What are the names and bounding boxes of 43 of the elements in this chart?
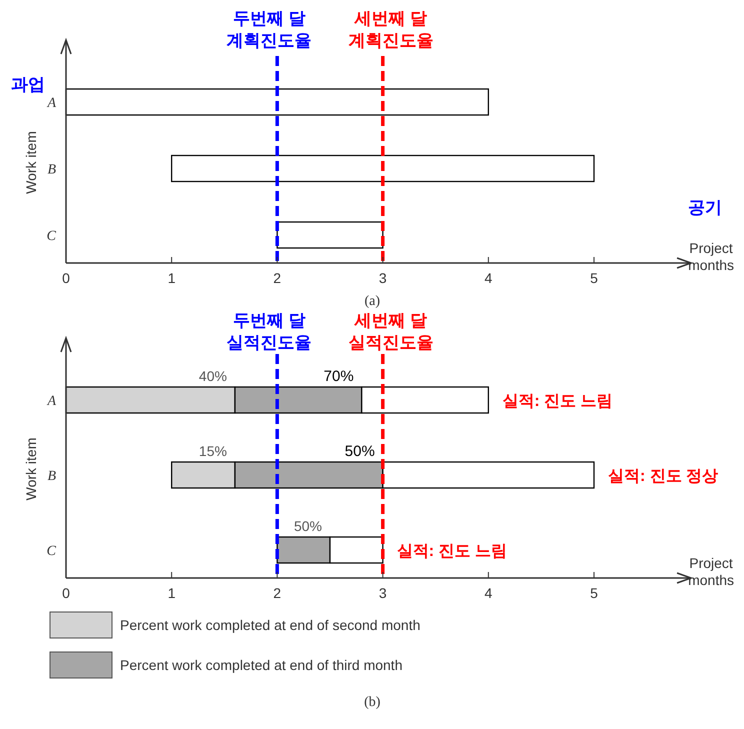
x-tick-label: 4: [484, 270, 492, 286]
x-tick-label: 2: [273, 585, 282, 601]
ref-line-label: 세번째 달 실적진도율: [348, 311, 434, 352]
legend-label: Percent work completed at end of third month: [120, 657, 402, 673]
x-tick-label: 4: [484, 585, 492, 601]
text: 과업: [11, 75, 45, 94]
x-tick-label: 5: [590, 270, 598, 286]
annotation: 15%: [198, 443, 227, 459]
x-axis-title: Project months: [688, 555, 734, 588]
y-axis-title: Work item: [23, 131, 39, 194]
y-tick-label: B: [47, 162, 56, 178]
x-tick-label: 2: [273, 270, 282, 286]
x-tick-label: 3: [378, 270, 387, 286]
annotation: 실적: 진도 느림: [396, 543, 508, 560]
x-tick-label: 0: [62, 270, 70, 286]
x-axis-title: Project months: [688, 240, 734, 273]
text: (a): [364, 294, 380, 309]
ref-line-label: 세번째 달 계획진도율: [348, 9, 434, 50]
y-tick-label: A: [46, 96, 56, 111]
text: (b): [364, 695, 381, 710]
x-tick-label: 5: [590, 585, 598, 601]
y-tick-label: A: [46, 394, 56, 409]
bar: [276, 221, 384, 249]
legend-label: Percent work completed at end of second month: [120, 617, 420, 633]
annotation: 실적: 진도 느림: [502, 393, 613, 410]
x-tick-label: 0: [62, 585, 70, 601]
y-tick-label: B: [47, 469, 56, 484]
annotation: 40%: [198, 368, 227, 384]
ref-line-label: 두번째 달 실적진도율: [226, 311, 312, 352]
annotation: 실적: 진도 정상: [608, 468, 718, 485]
annotation: 공기: [688, 198, 722, 217]
annotation: 70%: [324, 368, 354, 385]
y-axis-title: Work item: [23, 438, 39, 500]
x-tick-label: 1: [168, 270, 176, 286]
x-tick-label: 1: [168, 585, 176, 601]
bar: [65, 88, 489, 116]
bar: [171, 154, 595, 182]
y-tick-label: C: [46, 229, 57, 244]
y-tick-label: C: [46, 544, 57, 559]
annotation: 50%: [294, 518, 322, 534]
ref-line-label: 두번째 달 계획진도율: [226, 9, 312, 50]
annotation: 50%: [344, 443, 375, 460]
x-tick-label: 3: [378, 585, 387, 601]
